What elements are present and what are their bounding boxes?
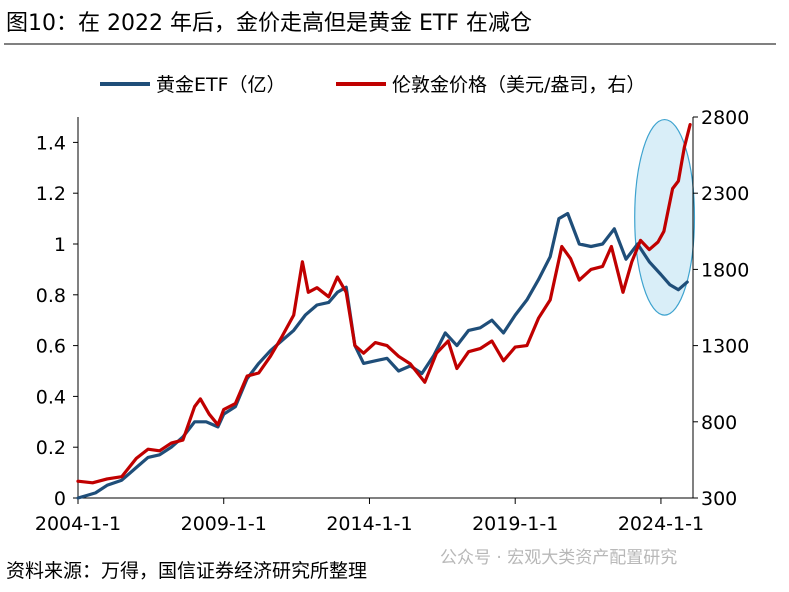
y-right-tick-label: 1300 [701,336,749,358]
axes: 0 0.2 0.4 0.6 0.8 1 1.2 1.4 300 800 1300 1800 2300 28… [35,107,749,535]
y-right-tick-label: 2800 [701,107,749,129]
y-left-tick-label: 0.2 [36,437,66,459]
legend-label-gold: 伦敦金价格（美元/盎司，右） [392,74,645,96]
figure-title: 图10：在 2022 年后，金价走高但是黄金 ETF 在减仓 [6,11,532,36]
x-tick-label: 2009-1-1 [181,513,267,535]
x-tick-label: 2024-1-1 [618,513,704,535]
y-left-tick-label: 0.4 [36,386,66,408]
legend-label-etf: 黄金ETF（亿） [156,74,286,96]
x-tick-label: 2019-1-1 [472,513,558,535]
y-right-tick-label: 300 [701,488,737,510]
series-line-gold [76,122,692,485]
series-layer [76,122,692,500]
x-tick-label: 2004-1-1 [35,513,121,535]
source-note: 资料来源：万得，国信证券经济研究所整理 [6,560,367,582]
y-left-tick-label: 0.8 [36,285,66,307]
watermark: 公众号 · 宏观大类资产配置研究 [440,548,677,568]
y-left-tick-label: 1.2 [36,183,66,205]
y-left-tick-label: 0 [54,488,66,510]
y-left-tick-label: 1 [54,234,66,256]
x-tick-label: 2014-1-1 [326,513,412,535]
y-left-tick-label: 1.4 [36,132,66,154]
series-line-etf [76,211,689,500]
y-left-tick-label: 0.6 [36,336,66,358]
y-right-tick-label: 800 [701,412,737,434]
legend: 黄金ETF（亿） 伦敦金价格（美元/盎司，右） [100,74,645,96]
y-right-tick-label: 1800 [701,259,749,281]
y-right-tick-label: 2300 [701,183,749,205]
